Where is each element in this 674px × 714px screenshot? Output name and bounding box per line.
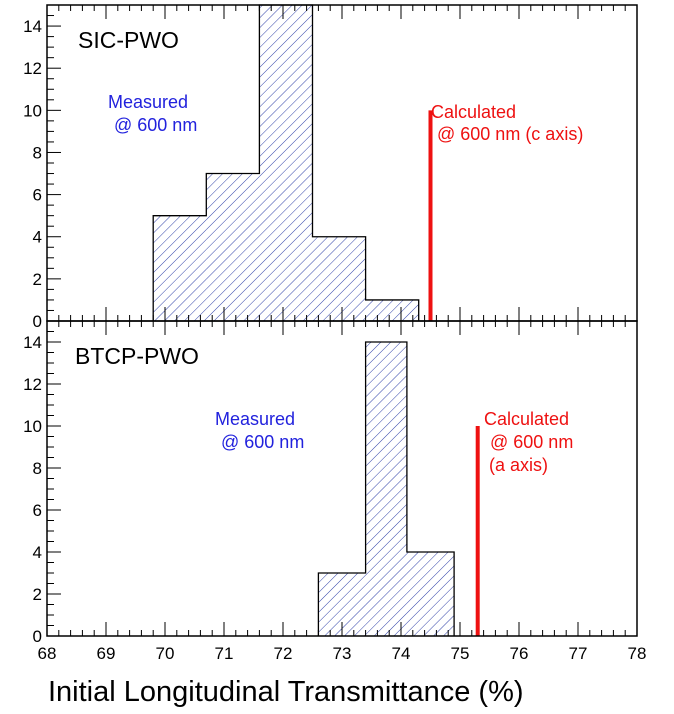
panel-btcp-pwo-bar-2 <box>406 552 455 636</box>
panel-btcp-pwo-bars <box>317 341 455 636</box>
panel-btcp-pwo-calculated-line3: (a axis) <box>489 455 548 475</box>
xtick-label-73: 73 <box>333 644 352 663</box>
panel-sic-pwo-ytick-label-14: 14 <box>23 17 42 36</box>
panel-btcp-pwo-ytick-label-0: 0 <box>33 627 42 646</box>
x-tick-labels: 68 69 70 71 72 73 74 75 76 77 78 <box>38 644 647 663</box>
xtick-label-76: 76 <box>510 644 529 663</box>
panel-sic-pwo-ytick-label-6: 6 <box>33 186 42 205</box>
xtick-label-75: 75 <box>451 644 470 663</box>
panel-btcp-pwo-bar-1 <box>365 342 407 636</box>
panel-btcp-pwo-ytick-label-8: 8 <box>33 459 42 478</box>
panel-btcp-pwo-calculated-line1: Calculated <box>484 409 569 429</box>
xtick-label-69: 69 <box>97 644 116 663</box>
panel-btcp-pwo-ytick-label-6: 6 <box>33 501 42 520</box>
panel-btcp-pwo-measured-line2: @ 600 nm <box>221 432 304 452</box>
panel-sic-pwo-ytick-label-0: 0 <box>33 312 42 331</box>
panel-sic-pwo-measured-line2: @ 600 nm <box>114 115 197 135</box>
panel-sic-pwo-bar-1 <box>206 173 260 321</box>
panel-sic-pwo-y-ticks: 0 2 4 6 8 10 12 14 <box>23 4 61 331</box>
panel-btcp-pwo-ytick-label-12: 12 <box>23 375 42 394</box>
panel-btcp-pwo-histogram-outline <box>317 341 455 636</box>
panel-sic-pwo-x-ticks <box>46 5 638 321</box>
panel-sic-pwo-title: SIC-PWO <box>78 27 179 53</box>
panel-btcp-pwo-ytick-label-10: 10 <box>23 417 42 436</box>
panel-sic-pwo-bar-3 <box>312 236 366 321</box>
panel-btcp-pwo-ytick-label-14: 14 <box>23 333 42 352</box>
panel-sic-pwo: 0 2 4 6 8 10 12 14 SIC-PWO Measured @ 600 nm Ca… <box>23 4 638 331</box>
xtick-label-68: 68 <box>38 644 57 663</box>
panel-sic-pwo-ytick-label-12: 12 <box>23 59 42 78</box>
panel-sic-pwo-bar-2 <box>259 5 313 321</box>
panel-sic-pwo-calculated-line2: @ 600 nm (c axis) <box>437 124 583 144</box>
panel-sic-pwo-ytick-label-8: 8 <box>33 143 42 162</box>
panel-sic-pwo-calculated-line1: Calculated <box>431 102 516 122</box>
panel-btcp-pwo-measured-line1: Measured <box>215 409 295 429</box>
panel-btcp-pwo-title: BTCP-PWO <box>75 343 199 369</box>
panel-sic-pwo-ytick-label-4: 4 <box>33 228 42 247</box>
panel-sic-pwo-bar-4 <box>365 299 419 321</box>
xtick-label-77: 77 <box>569 644 588 663</box>
panel-sic-pwo-measured-line1: Measured <box>108 92 188 112</box>
panel-sic-pwo-bar-0 <box>153 215 207 321</box>
xtick-label-78: 78 <box>628 644 647 663</box>
panel-sic-pwo-ytick-label-10: 10 <box>23 101 42 120</box>
panel-btcp-pwo-y-ticks: 0 2 4 6 8 10 12 14 <box>23 320 61 646</box>
x-axis-title: Initial Longitudinal Transmittance (%) <box>48 676 524 708</box>
panel-sic-pwo-ytick-label-2: 2 <box>33 270 42 289</box>
panel-btcp-pwo: 0 2 4 6 8 10 12 14 BTCP-PWO Measured @ 600 nm C… <box>23 320 638 646</box>
xtick-label-74: 74 <box>392 644 411 663</box>
xtick-label-72: 72 <box>274 644 293 663</box>
xtick-label-71: 71 <box>215 644 234 663</box>
panel-btcp-pwo-frame <box>46 320 638 637</box>
panel-btcp-pwo-ytick-label-4: 4 <box>33 543 42 562</box>
xtick-label-70: 70 <box>156 644 175 663</box>
panel-sic-pwo-bars <box>152 4 420 321</box>
panel-btcp-pwo-calculated-line2: @ 600 nm <box>490 432 573 452</box>
panel-btcp-pwo-ytick-label-2: 2 <box>33 585 42 604</box>
